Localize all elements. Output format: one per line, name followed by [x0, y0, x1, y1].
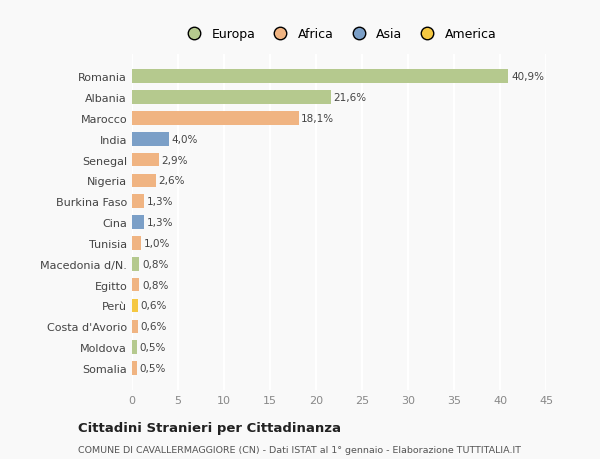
Text: 40,9%: 40,9% — [511, 72, 544, 82]
Bar — [132, 257, 139, 271]
Bar — [132, 70, 508, 84]
Text: 2,6%: 2,6% — [158, 176, 185, 186]
Text: 18,1%: 18,1% — [301, 114, 334, 123]
Bar — [132, 91, 331, 105]
Bar — [132, 133, 169, 146]
Text: 0,8%: 0,8% — [142, 259, 169, 269]
Bar — [132, 341, 137, 354]
Bar — [132, 278, 139, 292]
Text: 0,6%: 0,6% — [140, 322, 167, 331]
Text: 4,0%: 4,0% — [172, 134, 198, 145]
Text: COMUNE DI CAVALLERMAGGIORE (CN) - Dati ISTAT al 1° gennaio - Elaborazione TUTTIT: COMUNE DI CAVALLERMAGGIORE (CN) - Dati I… — [78, 445, 521, 454]
Legend: Europa, Africa, Asia, America: Europa, Africa, Asia, America — [178, 24, 500, 45]
Text: 0,8%: 0,8% — [142, 280, 169, 290]
Bar — [132, 237, 141, 250]
Text: 0,6%: 0,6% — [140, 301, 167, 311]
Bar — [132, 153, 158, 167]
Bar — [132, 195, 144, 208]
Bar — [132, 361, 137, 375]
Text: Cittadini Stranieri per Cittadinanza: Cittadini Stranieri per Cittadinanza — [78, 421, 341, 434]
Text: 1,0%: 1,0% — [144, 238, 170, 248]
Text: 21,6%: 21,6% — [334, 93, 367, 103]
Bar — [132, 216, 144, 230]
Text: 1,3%: 1,3% — [147, 218, 173, 228]
Text: 2,9%: 2,9% — [161, 155, 188, 165]
Bar — [132, 299, 137, 313]
Text: 0,5%: 0,5% — [139, 363, 166, 373]
Bar — [132, 174, 156, 188]
Bar — [132, 320, 137, 333]
Text: 0,5%: 0,5% — [139, 342, 166, 353]
Text: 1,3%: 1,3% — [147, 197, 173, 207]
Bar — [132, 112, 299, 125]
